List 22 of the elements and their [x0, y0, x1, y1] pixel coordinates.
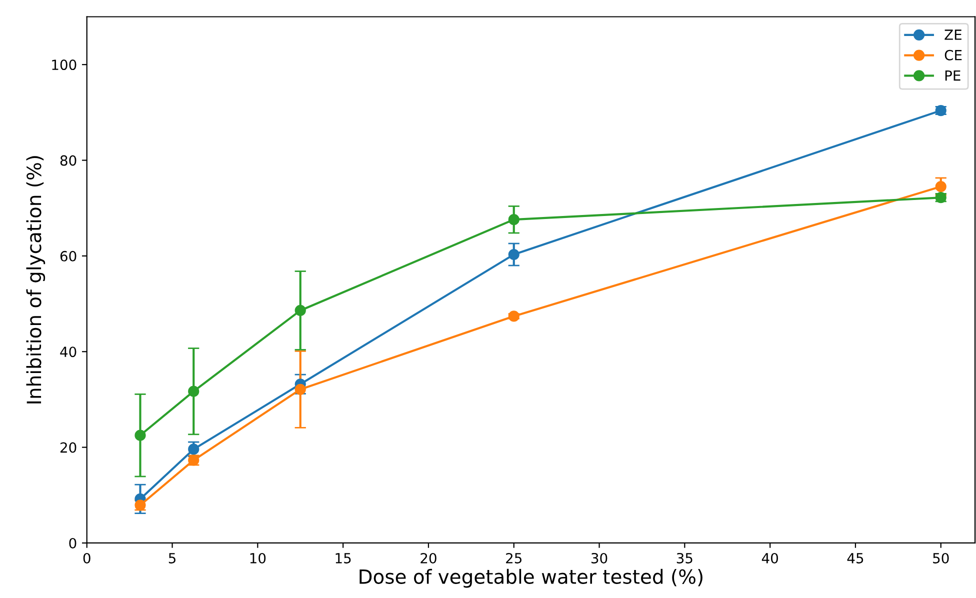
x-tick-label: 40 [762, 552, 778, 564]
y-tick-label: 40 [60, 346, 76, 358]
y-axis-title: Inhibition of glycation (%) [26, 156, 46, 404]
legend-label: ZE [944, 30, 962, 40]
x-axis-title: Dose of vegetable water tested (%) [360, 568, 702, 588]
y-tick-label: 0 [69, 538, 76, 548]
x-tick-label: 10 [250, 552, 266, 564]
y-tick-label: 20 [60, 442, 76, 453]
x-tick-label: 30 [591, 552, 608, 564]
legend-label: PE [945, 70, 960, 81]
y-tick-label: 80 [60, 155, 76, 166]
x-tick-label: 15 [336, 553, 351, 564]
y-tick-label: 100 [52, 60, 76, 70]
y-tick-label: 60 [60, 250, 76, 262]
x-tick-label: 0 [83, 552, 90, 564]
legend-label: CE [944, 50, 962, 60]
x-tick-label: 35 [676, 552, 692, 564]
x-tick-label: 50 [933, 552, 949, 564]
x-tick-label: 5 [168, 553, 176, 564]
x-tick-label: 45 [847, 553, 864, 564]
x-tick-label: 20 [420, 552, 436, 564]
x-tick-label: 25 [506, 552, 522, 564]
